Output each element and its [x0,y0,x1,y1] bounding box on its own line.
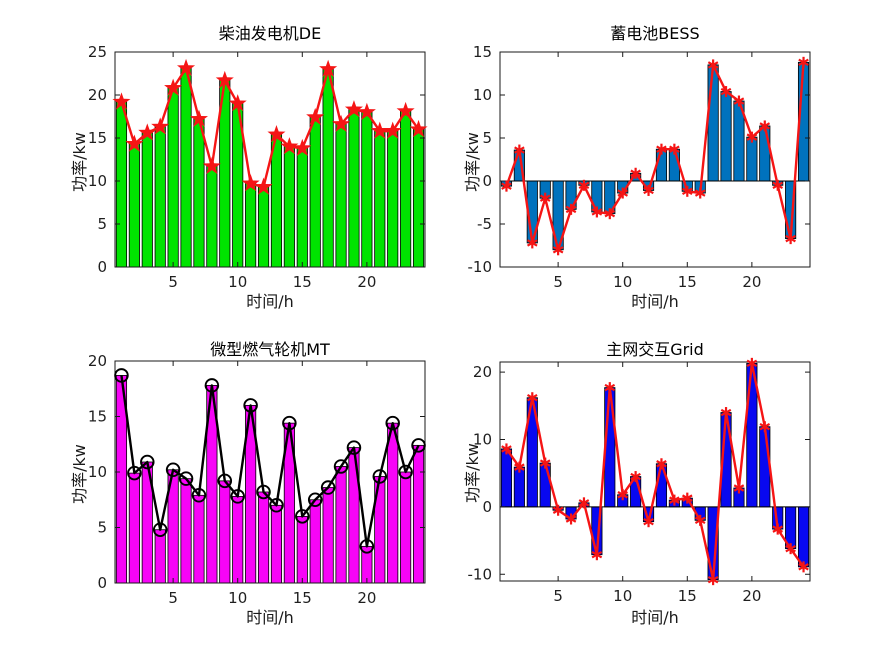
svg-text:20: 20 [88,352,107,370]
svg-text:10: 10 [473,86,492,104]
svg-text:15: 15 [473,43,492,61]
svg-text:0: 0 [97,258,107,276]
svg-text:5: 5 [482,129,492,147]
x-axis-label-battery-bess: 时间/h [631,292,679,311]
svg-text:10: 10 [228,273,247,291]
plot-area-grid-interaction: 5 10 15 20 -10 0 10 20 [468,357,811,605]
plot-area-battery-bess: 5 10 15 20 -10 -5 0 5 10 15 [468,43,811,291]
svg-text:15: 15 [678,587,697,605]
plot-area-diesel-de: 5 10 15 20 0 5 10 15 20 25 [88,43,428,291]
svg-text:0: 0 [97,574,107,592]
svg-text:10: 10 [88,172,107,190]
x-axis-label-grid-interaction: 时间/h [631,608,679,627]
svg-text:10: 10 [473,430,492,448]
chart-diesel-de: 柴油发电机DE 功率/kw 5 10 15 20 0 5 10 15 20 25 时间/h [0,0,437,328]
chart-title-microturbine-mt: 微型燃气轮机MT [210,340,330,359]
svg-text:5: 5 [168,273,178,291]
svg-text:-10: -10 [468,565,493,583]
svg-text:5: 5 [168,589,178,607]
svg-text:10: 10 [228,589,247,607]
chart-title-grid-interaction: 主网交互Grid [606,340,704,359]
svg-text:15: 15 [678,273,697,291]
svg-text:15: 15 [293,273,312,291]
svg-text:20: 20 [357,589,376,607]
chart-microturbine-mt: 微型燃气轮机MT 功率/kw 5 10 15 20 0 5 10 15 20 时间/h [0,328,437,656]
chart-battery-bess: 蓄电池BESS 功率/kw 5 10 15 20 -10 -5 0 5 10 15 时间/h [437,0,875,328]
svg-text:5: 5 [553,587,563,605]
svg-text:5: 5 [97,519,107,537]
svg-text:-10: -10 [468,258,493,276]
svg-text:-5: -5 [477,215,492,233]
svg-text:20: 20 [742,273,761,291]
svg-text:10: 10 [88,463,107,481]
svg-text:20: 20 [742,587,761,605]
x-axis-label-diesel-de: 时间/h [246,292,294,311]
plot-area-microturbine-mt: 5 10 15 20 0 5 10 15 20 [88,352,426,607]
svg-text:5: 5 [553,273,563,291]
svg-text:20: 20 [473,363,492,381]
chart-title-diesel-de: 柴油发电机DE [218,24,322,43]
svg-text:5: 5 [97,215,107,233]
svg-text:20: 20 [357,273,376,291]
svg-text:15: 15 [88,129,107,147]
svg-text:10: 10 [613,587,632,605]
svg-text:15: 15 [88,408,107,426]
svg-text:10: 10 [613,273,632,291]
chart-grid-interaction: 主网交互Grid 功率/kw 5 10 15 20 -10 0 10 20 时间/h [437,328,875,656]
svg-text:0: 0 [482,498,492,516]
svg-text:0: 0 [482,172,492,190]
svg-text:15: 15 [293,589,312,607]
svg-text:25: 25 [88,43,107,61]
chart-title-battery-bess: 蓄电池BESS [610,24,700,43]
x-axis-label-microturbine-mt: 时间/h [246,608,294,627]
svg-text:20: 20 [88,86,107,104]
